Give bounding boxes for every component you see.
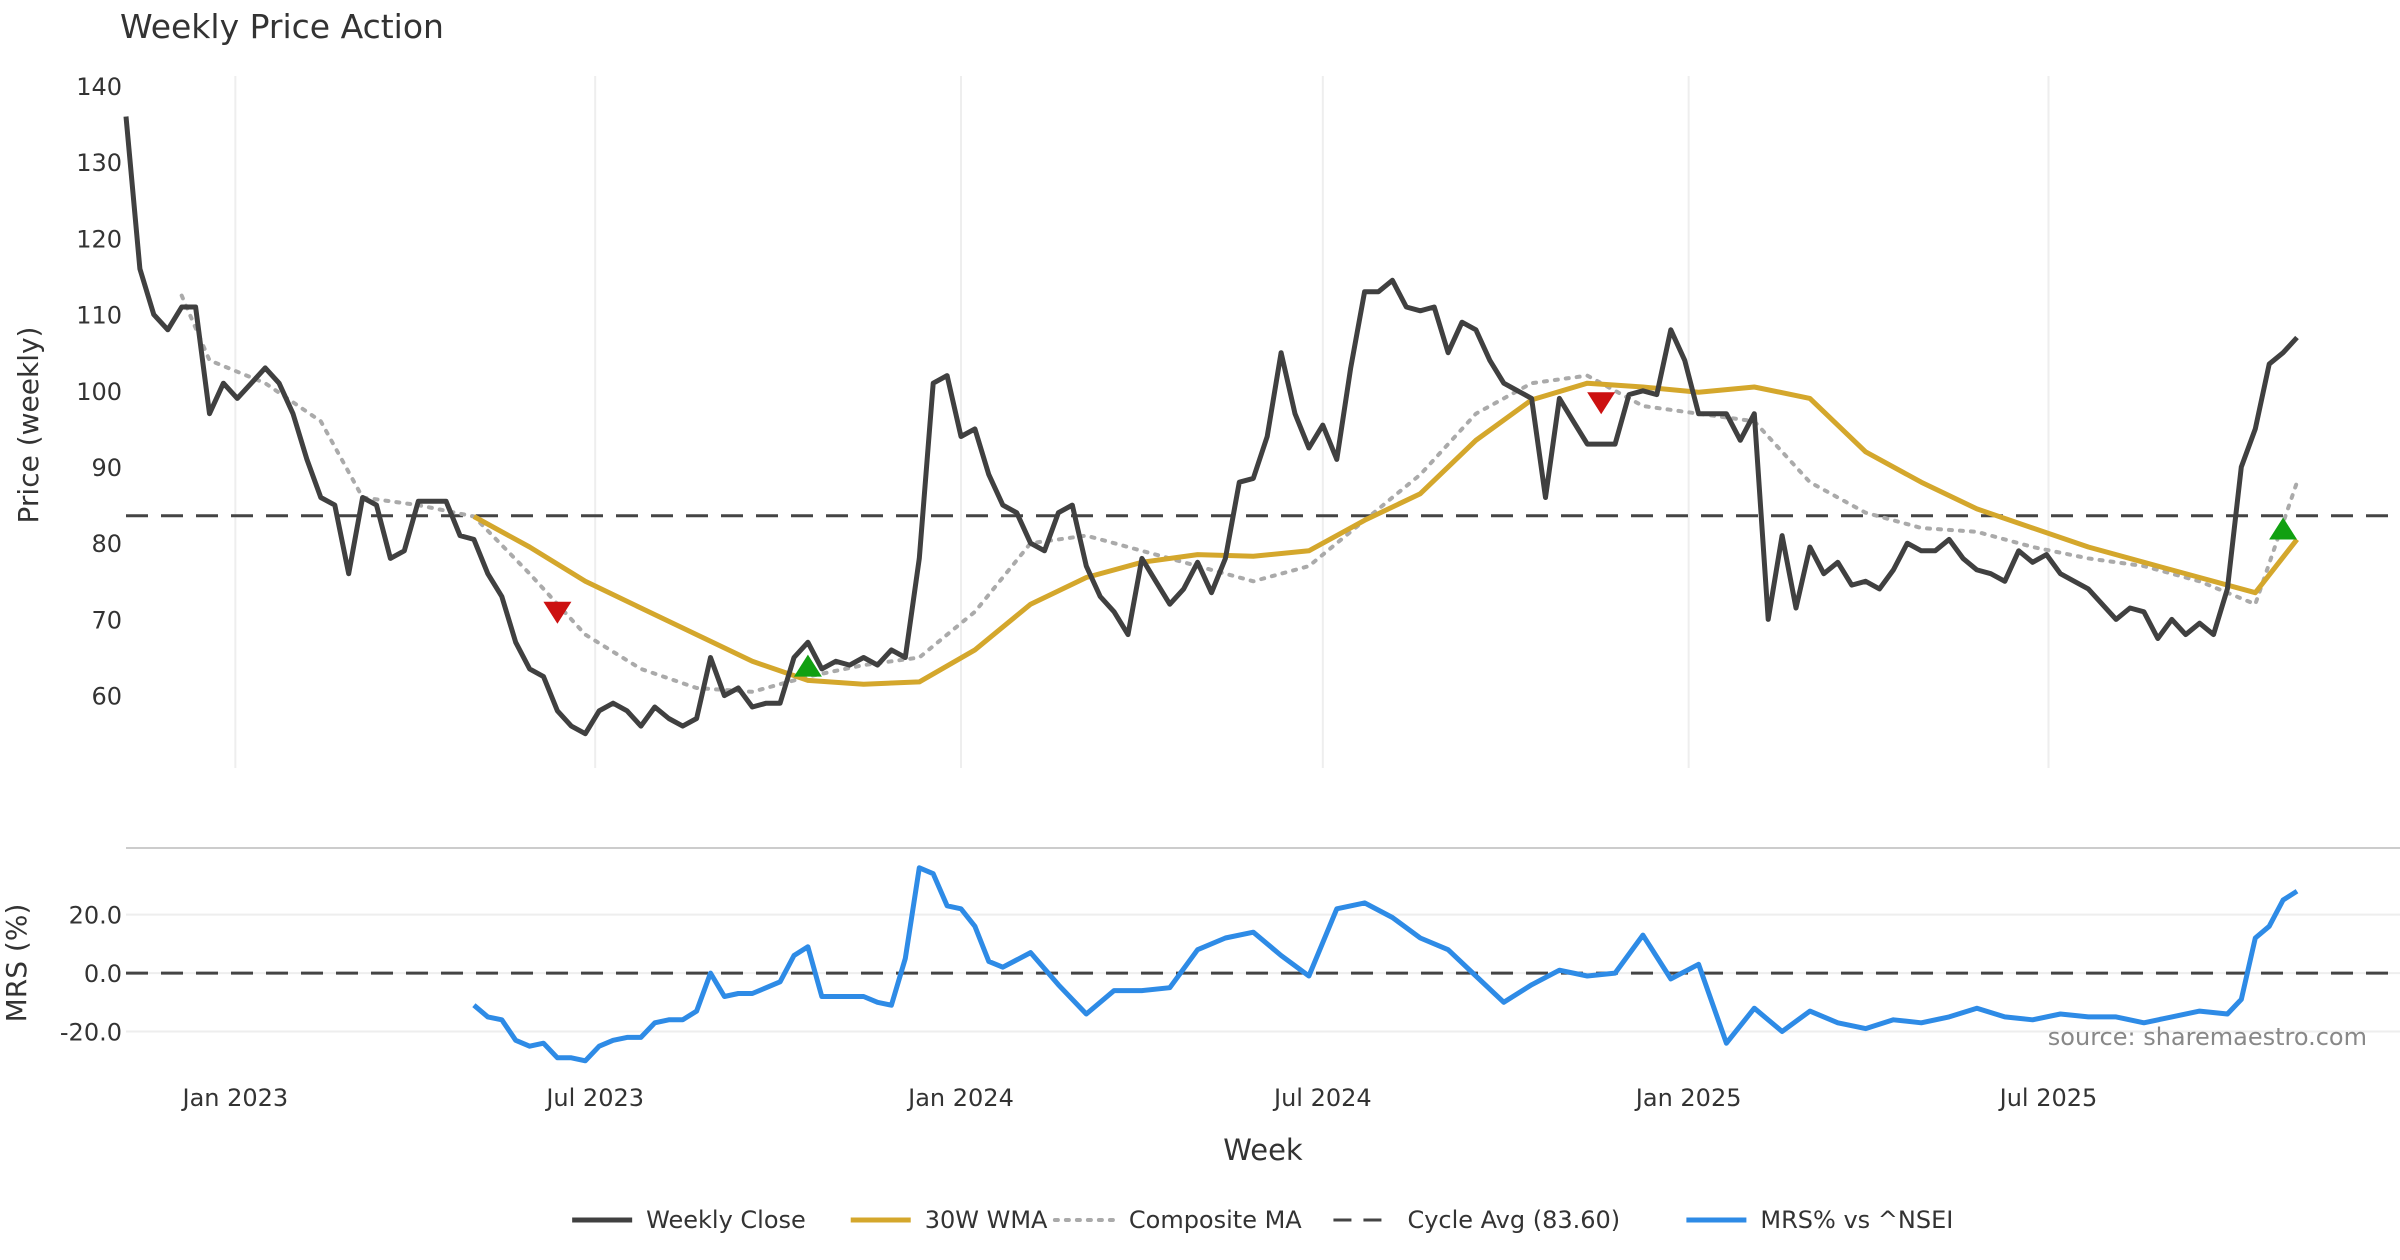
mrs-y-ticks: 20.0 0.0 -20.0 xyxy=(60,902,122,1047)
price-y-ticks: 60 70 80 90 100 110 120 130 140 xyxy=(76,73,122,711)
price-y-tick-label: 120 xyxy=(76,225,122,253)
x-tick-label: Jan 2023 xyxy=(180,1084,288,1112)
price-gridlines xyxy=(234,76,2050,768)
x-ticks: Jan 2023 Jul 2023 Jan 2024 Jul 2024 Jan 2025… xyxy=(180,1084,2097,1112)
legend-label: Cycle Avg (83.60) xyxy=(1407,1206,1620,1234)
mrs-y-tick-label: 0.0 xyxy=(84,960,122,988)
legend-label: MRS% vs ^NSEI xyxy=(1760,1206,1953,1234)
legend: Weekly Close 30W WMA Composite MA Cycle Avg… xyxy=(572,1206,1953,1234)
mrs-series xyxy=(472,865,2299,1064)
sell-signal-marker xyxy=(1587,392,1616,415)
series-line-weekly-close xyxy=(123,116,2299,737)
price-panel: 60 70 80 90 100 110 120 130 140 Price (weekly) xyxy=(12,73,2400,768)
x-tick-label: Jan 2025 xyxy=(1634,1084,1742,1112)
x-tick-label: Jul 2023 xyxy=(544,1084,644,1112)
price-series xyxy=(123,116,2299,737)
chart-title: Weekly Price Action xyxy=(120,7,444,46)
mrs-y-tick-label: 20.0 xyxy=(69,902,122,930)
series-line-mrs-vs-nsei xyxy=(472,865,2299,1064)
legend-label: 30W WMA xyxy=(925,1206,1048,1234)
mrs-y-axis-label: MRS (%) xyxy=(0,904,33,1023)
x-tick-label: Jul 2024 xyxy=(1272,1084,1372,1112)
series-line-composite-ma xyxy=(179,293,2299,694)
price-y-tick-label: 90 xyxy=(91,454,122,482)
legend-label: Weekly Close xyxy=(646,1206,806,1234)
price-y-tick-label: 60 xyxy=(91,683,122,711)
series-line-30w-wma xyxy=(472,380,2299,687)
x-axis-label: Week xyxy=(1223,1133,1303,1167)
legend-label: Composite MA xyxy=(1129,1206,1302,1234)
price-y-tick-label: 130 xyxy=(76,149,122,177)
buy-signal-marker xyxy=(2269,517,2298,540)
buy-signal-marker xyxy=(793,654,822,677)
price-signal-markers xyxy=(543,392,2298,677)
price-y-tick-label: 140 xyxy=(76,73,122,101)
price-y-tick-label: 110 xyxy=(76,302,122,330)
price-y-tick-label: 100 xyxy=(76,378,122,406)
x-tick-label: Jul 2025 xyxy=(1998,1084,2098,1112)
sell-signal-marker xyxy=(543,601,572,624)
x-tick-label: Jan 2024 xyxy=(906,1084,1014,1112)
source-note: source: sharemaestro.com xyxy=(2048,1023,2367,1051)
mrs-y-tick-label: -20.0 xyxy=(60,1019,122,1047)
price-y-tick-label: 80 xyxy=(91,530,122,558)
price-y-axis-label: Price (weekly) xyxy=(12,327,45,524)
mrs-panel: 20.0 0.0 -20.0 MRS (%) source: sharemaestr… xyxy=(0,865,2400,1064)
price-y-tick-label: 70 xyxy=(91,606,122,634)
